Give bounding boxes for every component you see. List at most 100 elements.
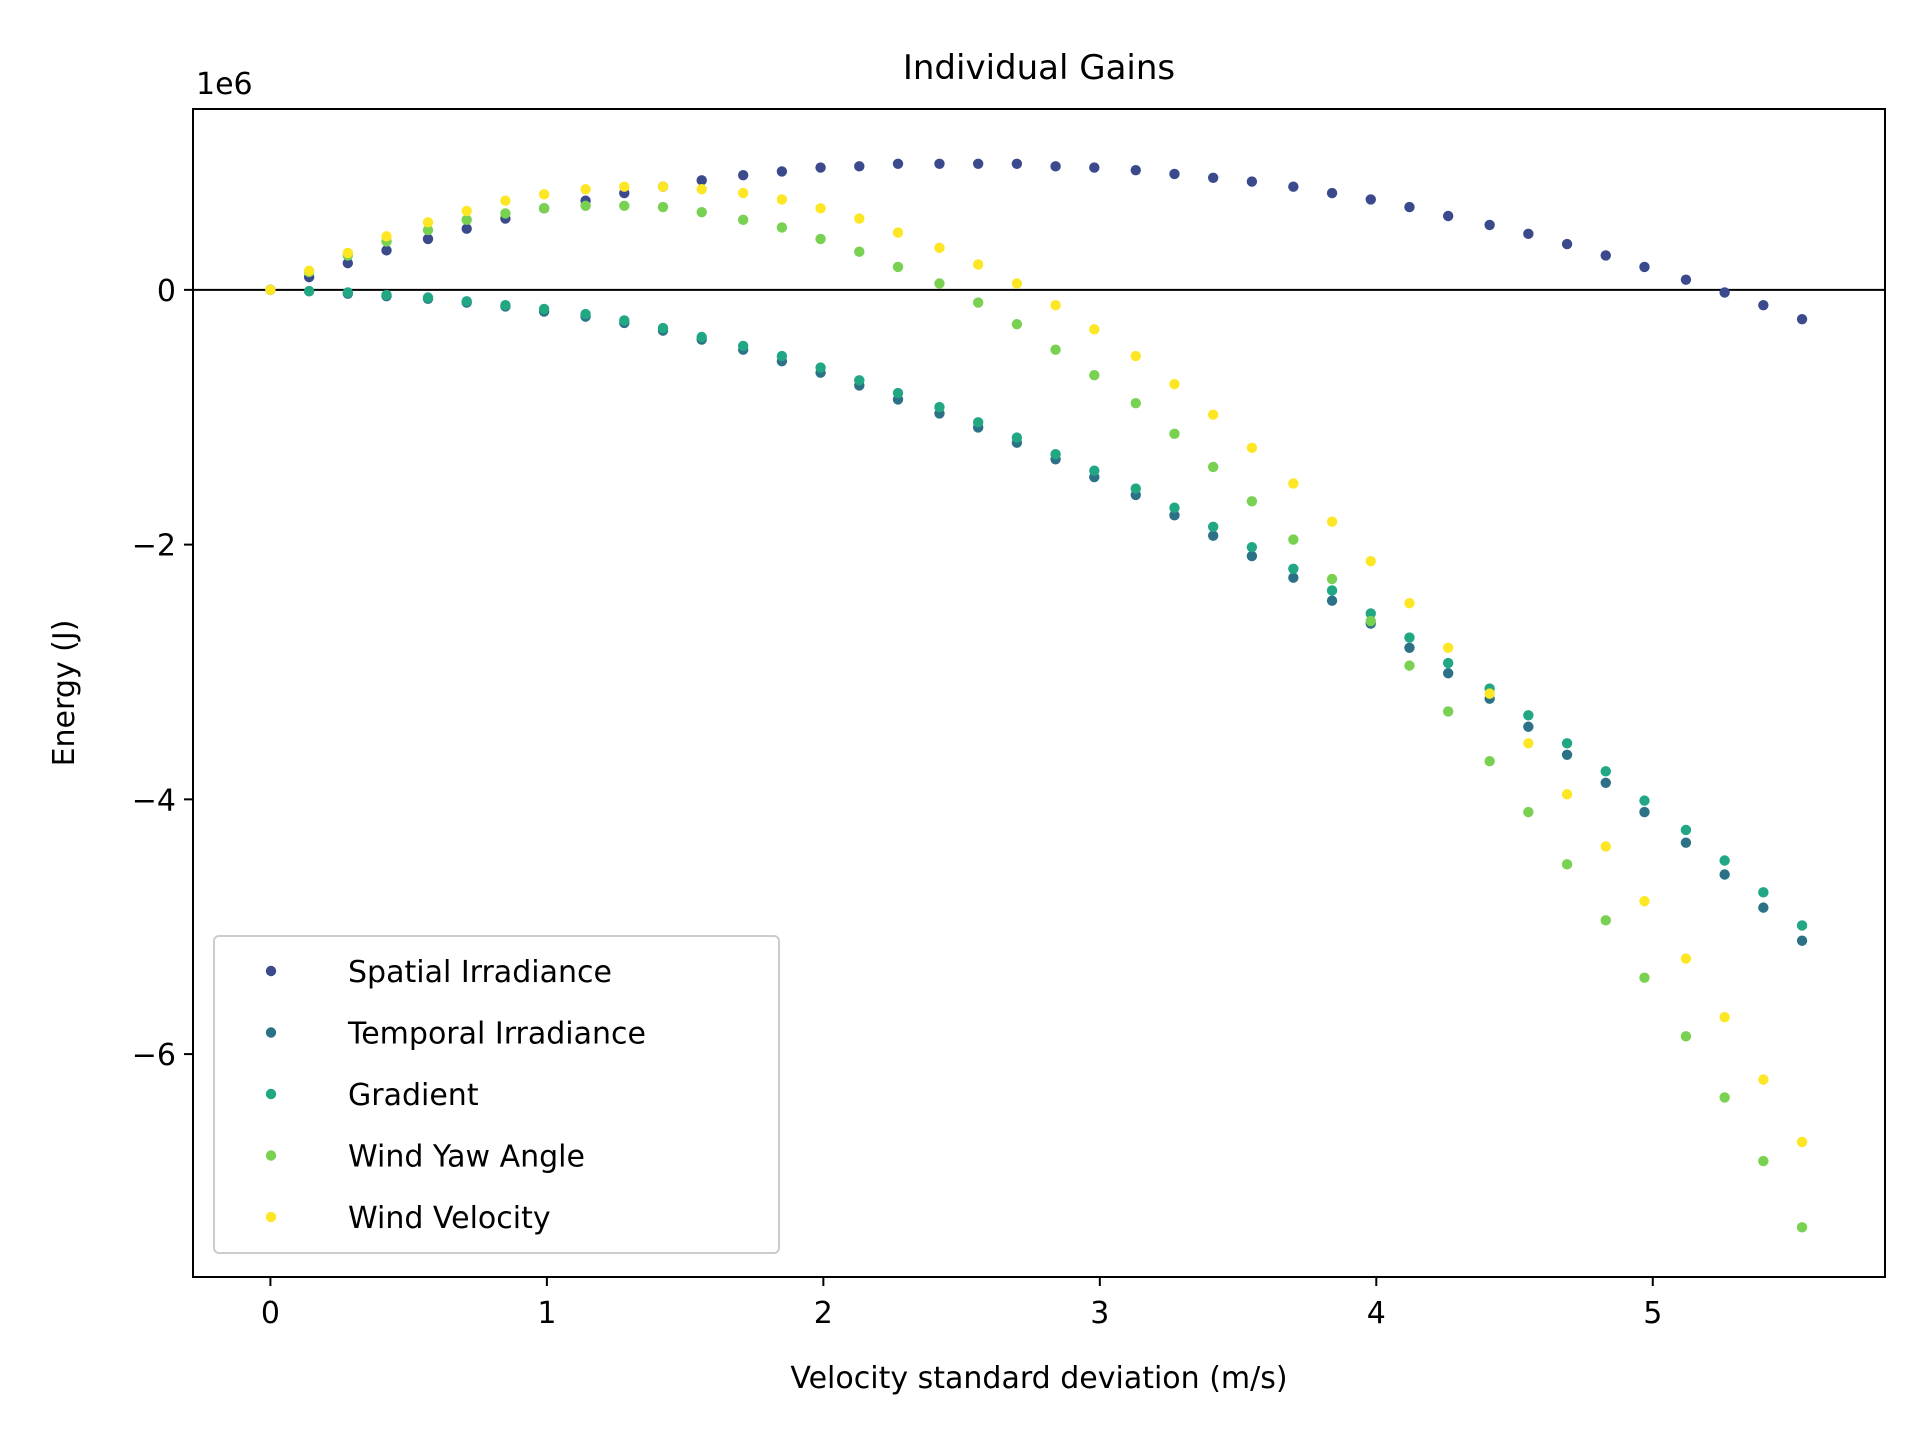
- data-point: [1719, 855, 1730, 866]
- data-point: [1796, 1136, 1808, 1148]
- data-point: [696, 331, 707, 343]
- data-point: [1288, 478, 1299, 489]
- data-point: [580, 184, 591, 195]
- data-point: [1169, 510, 1180, 521]
- data-point: [265, 284, 276, 296]
- data-point: [1442, 668, 1454, 679]
- data-point: [1719, 1092, 1730, 1103]
- data-point: [381, 245, 392, 256]
- data-point: [580, 308, 591, 320]
- data-point: [1719, 287, 1730, 298]
- data-point: [972, 297, 984, 308]
- data-point: [1326, 516, 1338, 527]
- data-point: [1442, 657, 1454, 669]
- data-point: [1288, 572, 1299, 583]
- data-point: [1600, 766, 1611, 777]
- x-tick-label: 1: [537, 1296, 556, 1331]
- data-point: [619, 181, 630, 192]
- data-point: [1442, 642, 1454, 653]
- data-point: [737, 340, 749, 352]
- data-point: [1758, 1074, 1769, 1085]
- data-point: [854, 375, 865, 386]
- x-axis-label: Velocity standard deviation (m/s): [790, 1361, 1287, 1396]
- data-point: [1523, 710, 1534, 721]
- series-3: [265, 200, 1808, 1233]
- data-point: [657, 201, 669, 213]
- data-point: [1796, 313, 1808, 325]
- data-point: [934, 278, 945, 289]
- data-point: [1600, 777, 1611, 788]
- data-point: [737, 170, 749, 181]
- data-point: [461, 214, 472, 226]
- data-point: [1207, 461, 1219, 473]
- data-point: [1050, 344, 1061, 355]
- data-point: [1246, 442, 1258, 454]
- data-point: [1207, 530, 1219, 541]
- data-point: [1130, 483, 1141, 494]
- data-point: [1758, 1155, 1769, 1167]
- data-point: [776, 194, 788, 205]
- data-point: [1365, 615, 1376, 627]
- data-point: [461, 205, 472, 217]
- data-point: [972, 259, 984, 270]
- data-point: [1523, 806, 1534, 818]
- data-point: [1680, 274, 1692, 285]
- data-point: [1246, 541, 1258, 553]
- data-point: [619, 200, 630, 212]
- data-point: [657, 181, 669, 192]
- data-point: [696, 184, 707, 195]
- data-point: [580, 200, 591, 212]
- data-point: [1246, 176, 1258, 187]
- x-tick-label: 2: [814, 1296, 833, 1331]
- legend-label: Gradient: [348, 1078, 479, 1113]
- legend-label: Wind Yaw Angle: [348, 1140, 585, 1175]
- data-point: [1089, 370, 1100, 381]
- data-point: [1719, 1011, 1730, 1023]
- data-point: [1288, 181, 1299, 192]
- data-point: [1796, 920, 1808, 931]
- data-point: [381, 231, 392, 242]
- data-point: [1089, 324, 1100, 335]
- data-point: [422, 233, 434, 245]
- data-point: [892, 261, 904, 273]
- data-point: [1561, 238, 1573, 250]
- data-point: [1680, 824, 1692, 836]
- data-point: [1288, 563, 1299, 575]
- data-point: [1326, 585, 1338, 596]
- data-point: [1639, 806, 1650, 818]
- data-point: [1639, 896, 1650, 907]
- data-point: [1561, 738, 1573, 749]
- data-point: [1680, 1031, 1692, 1042]
- data-point: [776, 222, 788, 233]
- data-point: [1680, 837, 1692, 848]
- data-point: [538, 189, 550, 200]
- data-point: [342, 257, 354, 269]
- data-point: [1326, 573, 1338, 585]
- data-point: [815, 233, 826, 245]
- data-point: [892, 227, 904, 238]
- data-point: [1758, 902, 1769, 913]
- data-point: [1404, 598, 1415, 609]
- data-point: [776, 166, 788, 177]
- legend-label: Temporal Irradiance: [347, 1017, 646, 1052]
- data-point: [815, 362, 826, 373]
- y-tick-label: −2: [132, 529, 176, 564]
- data-point: [1011, 432, 1023, 443]
- data-point: [1719, 869, 1730, 880]
- data-point: [1130, 350, 1141, 362]
- data-point: [422, 217, 434, 228]
- data-point: [854, 246, 865, 257]
- data-point: [1758, 887, 1769, 898]
- data-point: [1207, 409, 1219, 420]
- data-point: [1561, 789, 1573, 800]
- data-point: [1089, 465, 1100, 476]
- data-point: [815, 203, 826, 214]
- data-point: [934, 242, 945, 254]
- data-point: [303, 265, 315, 276]
- y-tick-label: −4: [132, 783, 176, 818]
- legend: Spatial Irradiance Temporal Irradiance Gra…: [213, 935, 780, 1254]
- x-tick-label: 0: [261, 1296, 280, 1331]
- data-point: [1011, 319, 1023, 330]
- data-point: [1796, 935, 1808, 946]
